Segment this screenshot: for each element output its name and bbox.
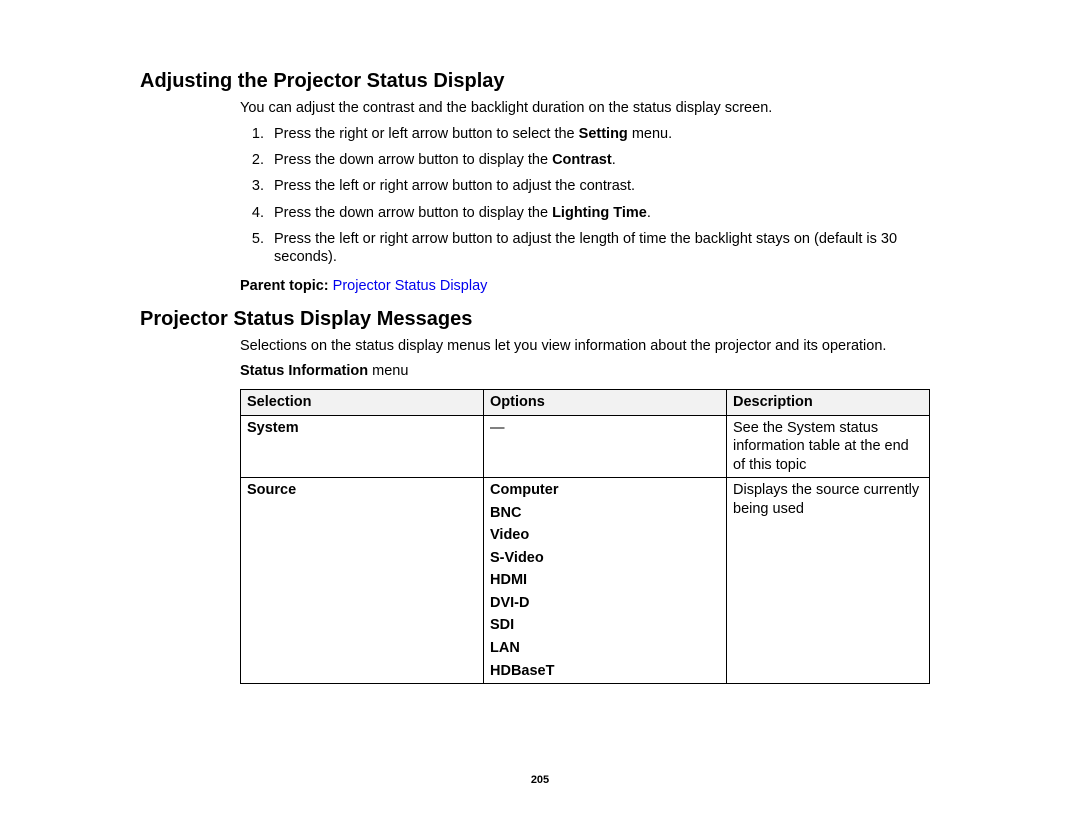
table-header-row: Selection Options Description — [241, 390, 930, 416]
status-table: Selection Options Description System—See… — [240, 389, 930, 684]
cell-description: Displays the source currently being used — [727, 478, 930, 684]
cell-selection: System — [241, 415, 484, 478]
section1-steps: Press the right or left arrow button to … — [240, 125, 940, 266]
step-bold-term: Lighting Time — [552, 205, 647, 221]
parent-topic-link[interactable]: Projector Status Display — [333, 278, 488, 294]
step-item: Press the down arrow button to display t… — [268, 151, 940, 169]
th-description: Description — [727, 390, 930, 416]
parent-topic: Parent topic: Projector Status Display — [240, 278, 940, 294]
cell-options: — — [484, 415, 727, 478]
menu-label-rest: menu — [368, 363, 408, 379]
step-item: Press the right or left arrow button to … — [268, 125, 940, 143]
step-item: Press the left or right arrow button to … — [268, 177, 940, 195]
step-bold-term: Contrast — [552, 152, 612, 168]
section1-heading: Adjusting the Projector Status Display — [140, 70, 940, 93]
section1-intro: You can adjust the contrast and the back… — [240, 99, 940, 117]
th-options: Options — [484, 390, 727, 416]
step-bold-term: Setting — [579, 126, 628, 142]
th-selection: Selection — [241, 390, 484, 416]
cell-selection: Source — [241, 478, 484, 684]
step-item: Press the left or right arrow button to … — [268, 230, 940, 266]
menu-label: Status Information menu — [240, 363, 940, 379]
parent-topic-label: Parent topic: — [240, 278, 333, 294]
cell-options: ComputerBNCVideoS-VideoHDMIDVI-DSDILANHD… — [484, 478, 727, 684]
section2-heading: Projector Status Display Messages — [140, 308, 940, 331]
menu-label-bold: Status Information — [240, 363, 368, 379]
page-number: 205 — [140, 774, 940, 786]
cell-description: See the System status information table … — [727, 415, 930, 478]
step-item: Press the down arrow button to display t… — [268, 204, 940, 222]
table-row: SourceComputerBNCVideoS-VideoHDMIDVI-DSD… — [241, 478, 930, 684]
section2-intro: Selections on the status display menus l… — [240, 337, 940, 355]
table-row: System—See the System status information… — [241, 415, 930, 478]
